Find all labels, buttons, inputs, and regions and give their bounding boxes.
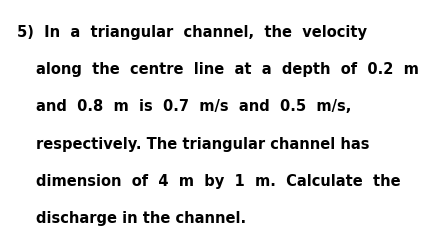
Text: respectively. The triangular channel has: respectively. The triangular channel has [36, 137, 369, 151]
Text: discharge in the channel.: discharge in the channel. [36, 211, 246, 226]
Text: and  0.8  m  is  0.7  m/s  and  0.5  m/s,: and 0.8 m is 0.7 m/s and 0.5 m/s, [36, 99, 351, 114]
Text: dimension  of  4  m  by  1  m.  Calculate  the: dimension of 4 m by 1 m. Calculate the [36, 174, 400, 189]
Text: 5)  In  a  triangular  channel,  the  velocity: 5) In a triangular channel, the velocity [17, 25, 367, 40]
Text: along  the  centre  line  at  a  depth  of  0.2  m: along the centre line at a depth of 0.2 … [36, 62, 419, 77]
